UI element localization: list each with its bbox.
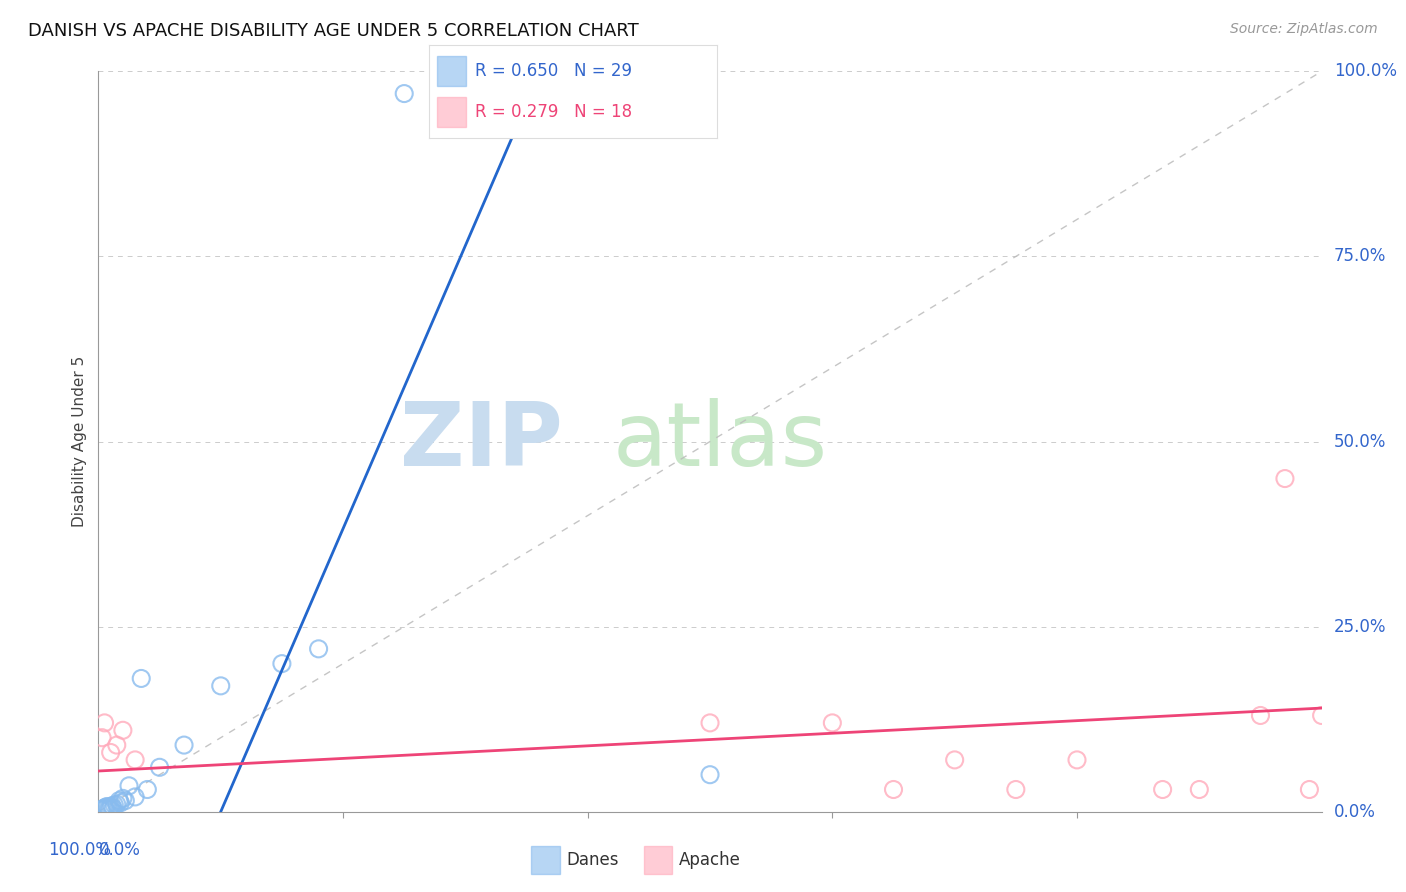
Point xyxy=(100,800,122,814)
Point xyxy=(1310,708,1333,723)
Text: atlas: atlas xyxy=(612,398,827,485)
Point xyxy=(149,760,172,774)
Point xyxy=(93,715,115,730)
Point xyxy=(101,798,124,813)
Text: R = 0.279   N = 18: R = 0.279 N = 18 xyxy=(475,103,633,121)
Point xyxy=(1188,782,1211,797)
Text: Source: ZipAtlas.com: Source: ZipAtlas.com xyxy=(1230,22,1378,37)
Text: 100.0%: 100.0% xyxy=(48,841,111,859)
Text: R = 0.650   N = 29: R = 0.650 N = 29 xyxy=(475,62,631,79)
Point xyxy=(124,789,146,804)
Point xyxy=(103,798,125,813)
FancyBboxPatch shape xyxy=(437,56,467,86)
Point xyxy=(110,796,132,810)
Point xyxy=(111,723,134,738)
Point xyxy=(97,801,120,815)
Point xyxy=(96,799,118,814)
Point xyxy=(821,715,844,730)
Text: 75.0%: 75.0% xyxy=(1334,247,1386,266)
Point xyxy=(91,731,114,745)
Y-axis label: Disability Age Under 5: Disability Age Under 5 xyxy=(72,356,87,527)
Text: Apache: Apache xyxy=(679,851,741,869)
Point xyxy=(209,679,232,693)
Point xyxy=(1274,471,1296,485)
Text: 0.0%: 0.0% xyxy=(1334,803,1375,821)
Point xyxy=(91,803,114,817)
Text: 0.0%: 0.0% xyxy=(98,841,141,859)
Text: Danes: Danes xyxy=(567,851,619,869)
Point xyxy=(699,715,721,730)
FancyBboxPatch shape xyxy=(437,97,467,127)
Point xyxy=(93,801,115,815)
Point xyxy=(1004,782,1026,797)
Point xyxy=(173,738,195,752)
Point xyxy=(94,800,117,814)
Point xyxy=(699,767,721,781)
Text: DANISH VS APACHE DISABILITY AGE UNDER 5 CORRELATION CHART: DANISH VS APACHE DISABILITY AGE UNDER 5 … xyxy=(28,22,638,40)
Point xyxy=(105,797,128,812)
Point xyxy=(101,801,124,815)
Point xyxy=(1250,708,1272,723)
Point xyxy=(108,794,131,808)
Point xyxy=(118,779,141,793)
Point xyxy=(392,87,416,101)
Point xyxy=(1152,782,1174,797)
Text: ZIP: ZIP xyxy=(401,398,564,485)
Point xyxy=(98,802,121,816)
Point xyxy=(91,802,114,816)
Point xyxy=(111,791,134,805)
Text: 25.0%: 25.0% xyxy=(1334,617,1386,636)
Text: 100.0%: 100.0% xyxy=(1334,62,1398,80)
Point xyxy=(114,794,136,808)
Point xyxy=(516,87,538,101)
Point xyxy=(100,746,122,760)
Point xyxy=(1298,782,1320,797)
Point xyxy=(129,672,152,686)
Point xyxy=(270,657,294,671)
Point xyxy=(308,641,330,656)
Text: 50.0%: 50.0% xyxy=(1334,433,1386,450)
Point xyxy=(1066,753,1088,767)
Point xyxy=(90,803,112,817)
Point xyxy=(883,782,905,797)
Point xyxy=(943,753,966,767)
Point xyxy=(124,753,146,767)
Point xyxy=(105,738,128,752)
Point xyxy=(136,782,159,797)
